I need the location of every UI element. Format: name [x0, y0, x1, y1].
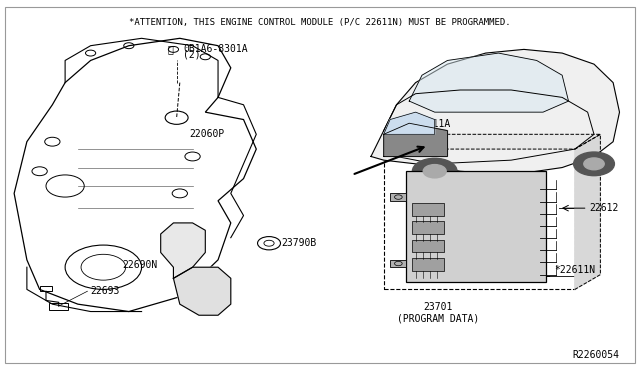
Text: 22611A: 22611A [415, 119, 451, 129]
Text: (PROGRAM DATA): (PROGRAM DATA) [397, 313, 479, 323]
Text: *22611N: *22611N [554, 265, 596, 275]
Polygon shape [371, 49, 620, 175]
Bar [49, 303, 68, 310]
Polygon shape [575, 134, 600, 289]
Text: 0B1A6-8301A: 0B1A6-8301A [183, 44, 248, 54]
Circle shape [584, 158, 604, 170]
Bar [412, 258, 444, 271]
Polygon shape [384, 123, 447, 157]
Polygon shape [384, 112, 435, 134]
Bar [390, 193, 406, 201]
Text: 22060P: 22060P [189, 129, 225, 139]
Circle shape [573, 152, 614, 176]
Bar [40, 286, 52, 291]
Text: (2): (2) [183, 50, 200, 60]
Polygon shape [384, 134, 600, 149]
Text: *ATTENTION, THIS ENGINE CONTROL MODULE (P/C 22611N) MUST BE PROGRAMMED.: *ATTENTION, THIS ENGINE CONTROL MODULE (… [129, 18, 511, 27]
Polygon shape [173, 267, 231, 315]
Bar [406, 171, 546, 282]
Circle shape [423, 164, 446, 178]
Text: 22690N: 22690N [122, 260, 157, 270]
Text: Ⓑ: Ⓑ [167, 44, 173, 54]
Bar [390, 260, 406, 267]
Text: 22693: 22693 [91, 286, 120, 296]
Bar [412, 221, 444, 234]
Text: R2260054: R2260054 [573, 350, 620, 359]
Polygon shape [161, 223, 205, 278]
Circle shape [412, 158, 457, 184]
Bar [384, 149, 575, 289]
Text: 23790B: 23790B [282, 238, 317, 248]
Polygon shape [409, 53, 568, 112]
Bar [412, 240, 444, 253]
Text: 22612: 22612 [589, 203, 618, 213]
Bar [412, 203, 444, 215]
Text: 23701: 23701 [423, 302, 452, 312]
